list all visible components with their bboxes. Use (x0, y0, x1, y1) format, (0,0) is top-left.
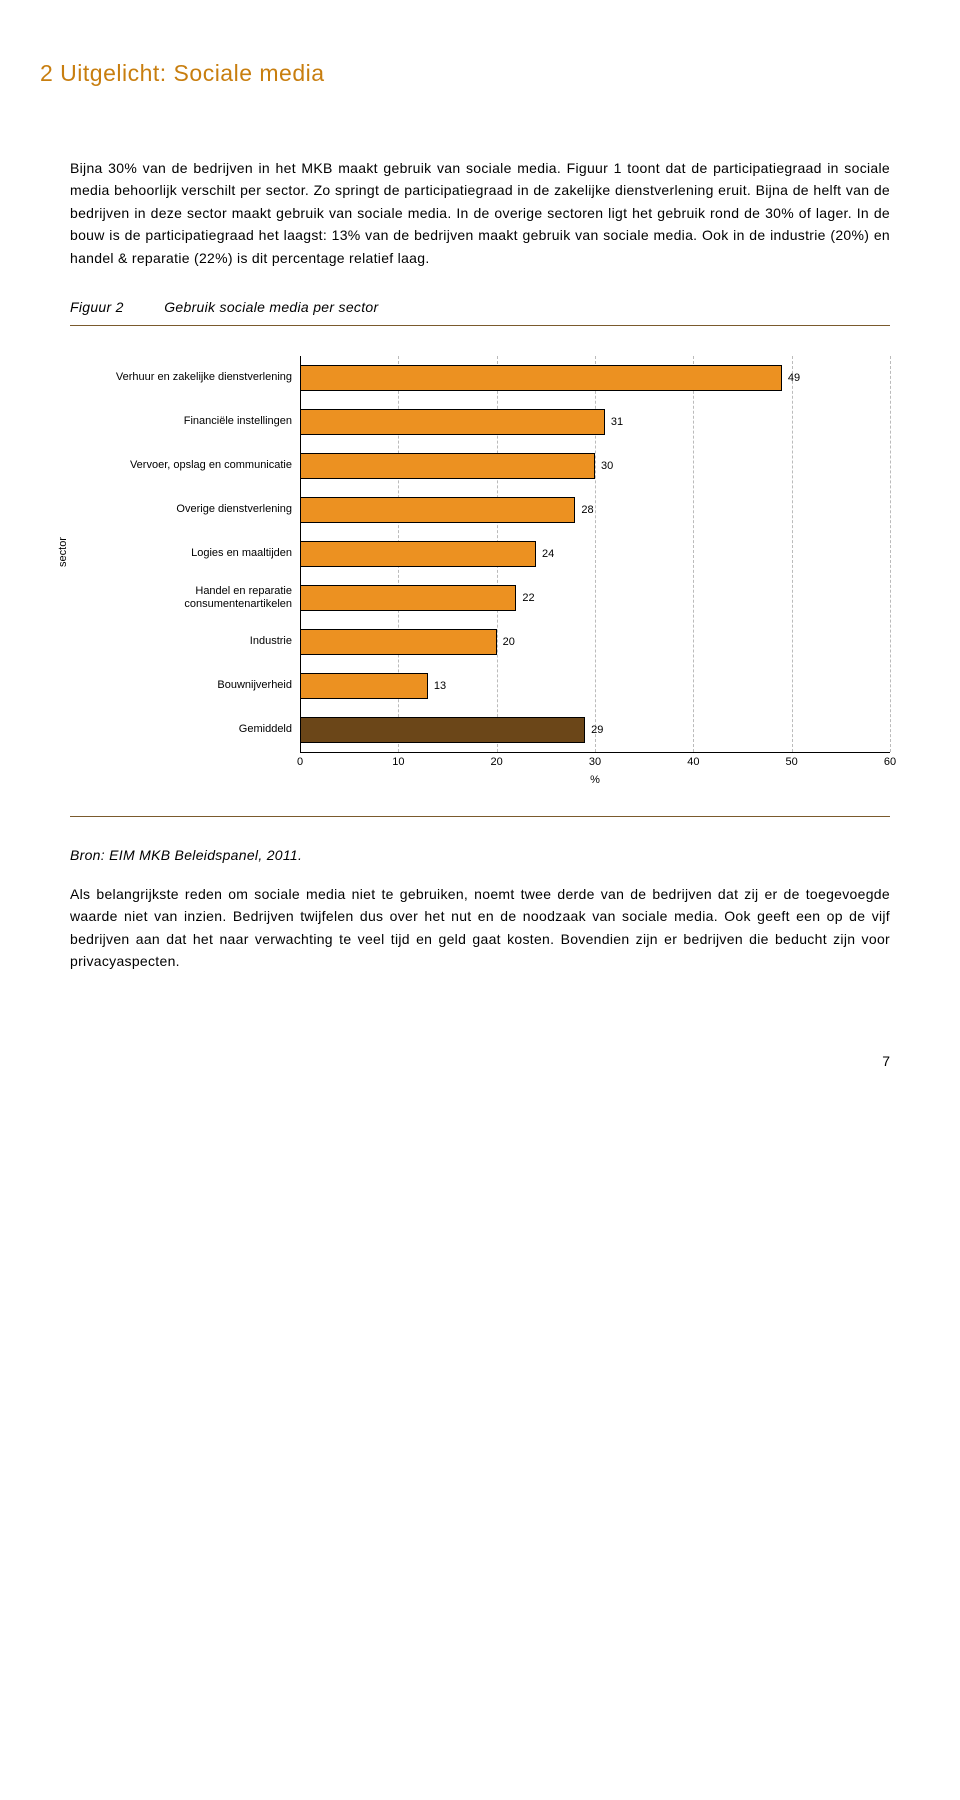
x-tick: 60 (884, 756, 896, 768)
bar-value: 22 (518, 585, 534, 611)
bar-label: Industrie (90, 635, 300, 648)
chart-row: Financiële instellingen 31 (90, 400, 890, 444)
chart-row: Logies en maaltijden 24 (90, 532, 890, 576)
x-tick: 20 (491, 756, 503, 768)
bar-label: Vervoer, opslag en communicatie (90, 459, 300, 472)
bar (300, 585, 516, 611)
chart-row: Gemiddeld 29 (90, 708, 890, 752)
figure-source: Bron: EIM MKB Beleidspanel, 2011. (70, 847, 890, 863)
x-tick: 10 (392, 756, 404, 768)
bar-value: 49 (784, 365, 800, 391)
x-tick: 30 (589, 756, 601, 768)
chart-row: Bouwnijverheid 13 (90, 664, 890, 708)
y-axis-label: sector (57, 537, 69, 567)
bar-label: Overige dienstverlening (90, 503, 300, 516)
body-paragraph-1: Bijna 30% van de bedrijven in het MKB ma… (70, 157, 890, 269)
figure-number: Figuur 2 (70, 299, 160, 315)
bar-chart: sector Verhuur en zakelijke dienstverlen… (90, 356, 890, 786)
bar (300, 409, 605, 435)
bar (300, 717, 585, 743)
chart-row: Vervoer, opslag en communicatie 30 (90, 444, 890, 488)
chart-row: Overige dienstverlening 28 (90, 488, 890, 532)
chart-row: Handel en reparatie consumentenartikelen… (90, 576, 890, 620)
chapter-heading: 2 Uitgelicht: Sociale media (40, 60, 890, 87)
x-tick: 0 (297, 756, 303, 768)
bar-value: 30 (597, 453, 613, 479)
figure-rule-bottom (70, 816, 890, 817)
bar-value: 28 (577, 497, 593, 523)
bar (300, 629, 497, 655)
x-tick: 40 (687, 756, 699, 768)
page-number: 7 (70, 1053, 890, 1069)
x-tick: 50 (786, 756, 798, 768)
bar-value: 24 (538, 541, 554, 567)
bar-label: Bouwnijverheid (90, 679, 300, 692)
bar-label: Verhuur en zakelijke dienstverlening (90, 371, 300, 384)
x-axis: 0102030405060 (300, 752, 890, 774)
bar (300, 673, 428, 699)
figure-caption: Figuur 2 Gebruik sociale media per secto… (70, 299, 890, 315)
bar-value: 29 (587, 717, 603, 743)
figure-rule-top (70, 325, 890, 326)
bar-value: 31 (607, 409, 623, 435)
bar-label: Financiële instellingen (90, 415, 300, 428)
x-axis-label: % (300, 774, 890, 786)
body-paragraph-2: Als belangrijkste reden om sociale media… (70, 883, 890, 973)
figure-title: Gebruik sociale media per sector (164, 299, 378, 315)
bar (300, 453, 595, 479)
chart-row: Industrie 20 (90, 620, 890, 664)
bar-value: 20 (499, 629, 515, 655)
bar-label: Gemiddeld (90, 723, 300, 736)
bar-label: Handel en reparatie consumentenartikelen (90, 585, 300, 611)
bar-label: Logies en maaltijden (90, 547, 300, 560)
bar (300, 365, 782, 391)
chart-row: Verhuur en zakelijke dienstverlening 49 (90, 356, 890, 400)
bar (300, 541, 536, 567)
bar-value: 13 (430, 673, 446, 699)
bar (300, 497, 575, 523)
